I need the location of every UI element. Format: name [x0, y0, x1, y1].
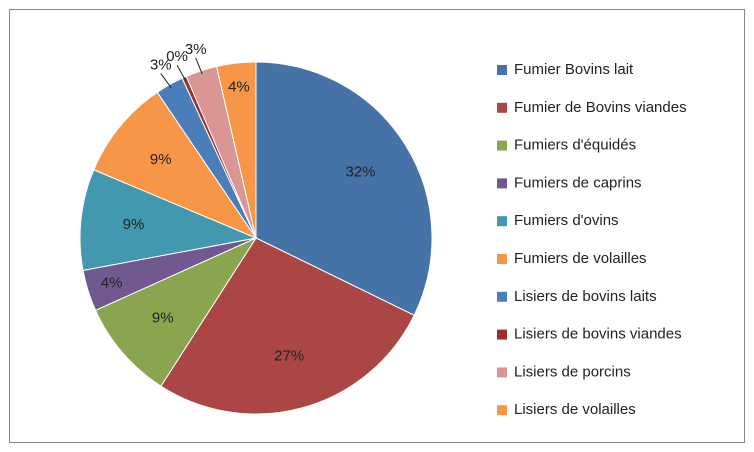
data-label: 9%: [150, 151, 172, 168]
legend-label: Fumiers de caprins: [514, 174, 642, 191]
leader-line: [195, 57, 203, 75]
legend-label: Fumier de Bovins viandes: [514, 99, 687, 116]
legend-swatch: [497, 178, 507, 189]
legend-label: Lisiers de volailles: [514, 401, 636, 418]
legend-swatch: [497, 367, 507, 378]
data-label: 32%: [345, 164, 375, 181]
data-label: 9%: [152, 309, 174, 326]
pie-slice: [94, 236, 258, 387]
data-label: 27%: [274, 348, 304, 365]
legend-label: Lisiers de bovins laits: [514, 288, 657, 305]
legend-label: Fumiers d'ovins: [514, 212, 619, 229]
legend-label: Lisiers de bovins viandes: [514, 326, 682, 343]
data-label: 4%: [228, 79, 250, 96]
legend-swatch: [497, 102, 507, 113]
pie-slice: [255, 61, 433, 316]
legend-swatch: [497, 216, 507, 227]
legend-swatch: [497, 291, 507, 302]
legend-label: Fumier Bovins lait: [514, 61, 634, 78]
legend-label: Fumiers d'équidés: [514, 137, 636, 154]
data-label: 4%: [101, 274, 123, 291]
data-label: 9%: [123, 216, 145, 233]
data-label: 3%: [185, 41, 207, 58]
data-label: 0%: [166, 48, 188, 65]
data-label: 3%: [150, 56, 172, 73]
legend-swatch: [497, 329, 507, 340]
legend-swatch: [497, 405, 507, 416]
legend-swatch: [497, 140, 507, 151]
leader-line: [176, 64, 187, 81]
leader-line: [160, 73, 172, 89]
pie-slice: [160, 237, 415, 415]
legend-label: Fumiers de volailles: [514, 250, 647, 267]
legend-label: Lisiers de porcins: [514, 363, 631, 380]
pie-slice: [93, 91, 258, 240]
pie-slice: [79, 169, 258, 271]
legend-swatch: [497, 254, 507, 264]
pie-slice: [216, 61, 257, 239]
legend-swatch: [497, 65, 507, 75]
